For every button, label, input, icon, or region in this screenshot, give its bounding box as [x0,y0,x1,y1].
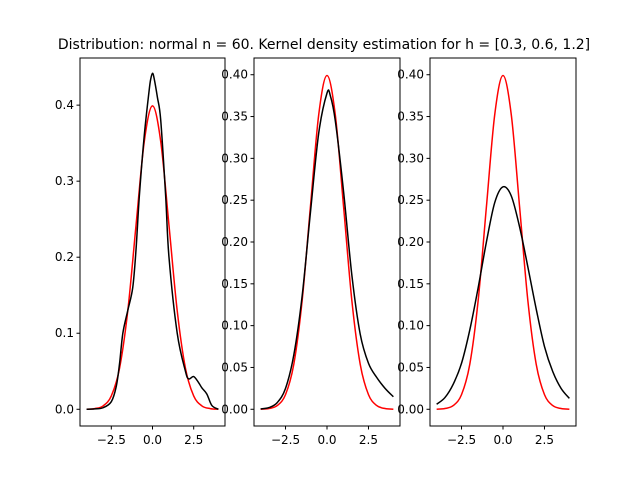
panel-h-0-3-x-tick-label: −2.5 [97,433,126,447]
panel-h-1-2-true-density-line [436,74,570,410]
panel-h-0-6-y-tick-label: 0.20 [221,235,248,249]
panel-h-0-3-y-tick-label: 0.4 [55,98,74,112]
panel-h-1-2-y-tick-label: 0.25 [397,193,424,207]
panel-h-0-3-true-density-line [86,105,219,410]
panel-h-0-6-y-tick-label: 0.35 [221,110,248,124]
panel-h-0-3-marks [86,72,219,411]
panel-h-0-3-y-axis: 0.0 0.1 0.2 0.3 0.4 [55,98,80,416]
panel-h-0-6-y-tick-label: 0.10 [221,319,248,333]
panel-h-0-3-kde-estimate-line [86,72,219,411]
panel-h-1-2-y-axis: 0.00 0.05 0.10 0.15 0.20 0.25 0.30 0.35 0.40 [397,68,430,416]
panel-h-0-3-x-axis: −2.5 0.0 2.5 [97,426,203,447]
panel-h-1-2-x-tick-label: 0.0 [493,433,512,447]
panel-h-0-3-y-tick-label: 0.3 [55,174,74,188]
panel-h-1-2-y-tick-label: 0.40 [397,68,424,82]
panel-h-0-6-y-tick-label: 0.15 [221,277,248,291]
panel-h-0-6-x-tick-label: 2.5 [359,433,378,447]
panel-h-1-2-y-tick-label: 0.05 [397,360,424,374]
panel-h-0-6-y-tick-label: 0.30 [221,151,248,165]
panel-h-0-6-x-axis: −2.5 0.0 2.5 [271,426,378,447]
panel-h-0-6-true-density-line [260,74,394,410]
panel-h-1-2-kde-estimate-line [436,185,570,405]
panel-h-0-6: −2.5 0.0 2.5 0.000.050.100.150.200.250.300… [221,57,401,447]
panel-h-1-2-frame [429,57,577,427]
panel-h-1-2-x-tick-label: −2.5 [447,433,476,447]
panel-h-1-2-x-axis: −2.5 0.0 2.5 [447,426,554,447]
panel-h-1-2-marks [436,74,570,410]
panel-h-1-2-y-tick-label: 0.10 [397,319,424,333]
panel-h-1-2-y-tick-label: 0.00 [397,402,424,416]
panel-h-0-6-x-tick-label: 0.0 [317,433,336,447]
panel-h-0-3: −2.5 0.0 2.5 0.0 0.1 0.2 0.3 0.4 [55,57,226,447]
panel-h-1-2-y-tick-label: 0.35 [397,110,424,124]
panel-h-0-6-y-tick-label: 0.40 [221,68,248,82]
panel-h-1-2: −2.5 0.0 2.5 0.000.050.100.150.200.250.300… [397,57,577,447]
panel-h-0-3-frame [79,57,226,427]
panel-h-0-6-y-tick-label: 0.00 [221,402,248,416]
panel-h-0-6-kde-estimate-line [260,89,394,410]
panel-h-0-6-y-axis: 0.00 0.05 0.10 0.15 0.20 0.25 0.30 0.35 0.40 [221,68,254,416]
panel-h-0-3-y-tick-label: 0.1 [55,326,74,340]
panel-h-0-3-x-tick-label: 2.5 [184,433,203,447]
panel-h-0-6-marks [260,74,394,410]
panel-h-1-2-y-tick-label: 0.20 [397,235,424,249]
panel-h-1-2-y-tick-label: 0.30 [397,151,424,165]
panel-h-1-2-y-tick-label: 0.15 [397,277,424,291]
figure-title: Distribution: normal n = 60. Kernel dens… [58,37,590,53]
panel-h-0-6-x-tick-label: −2.5 [271,433,300,447]
panel-h-0-3-y-tick-label: 0.2 [55,250,74,264]
panel-h-0-6-y-tick-label: 0.05 [221,360,248,374]
panel-h-0-3-y-tick-label: 0.0 [55,402,74,416]
panel-h-0-3-x-tick-label: 0.0 [143,433,162,447]
panel-h-1-2-x-tick-label: 2.5 [535,433,554,447]
panel-h-0-6-y-tick-label: 0.25 [221,193,248,207]
panel-h-0-6-frame [253,57,401,427]
